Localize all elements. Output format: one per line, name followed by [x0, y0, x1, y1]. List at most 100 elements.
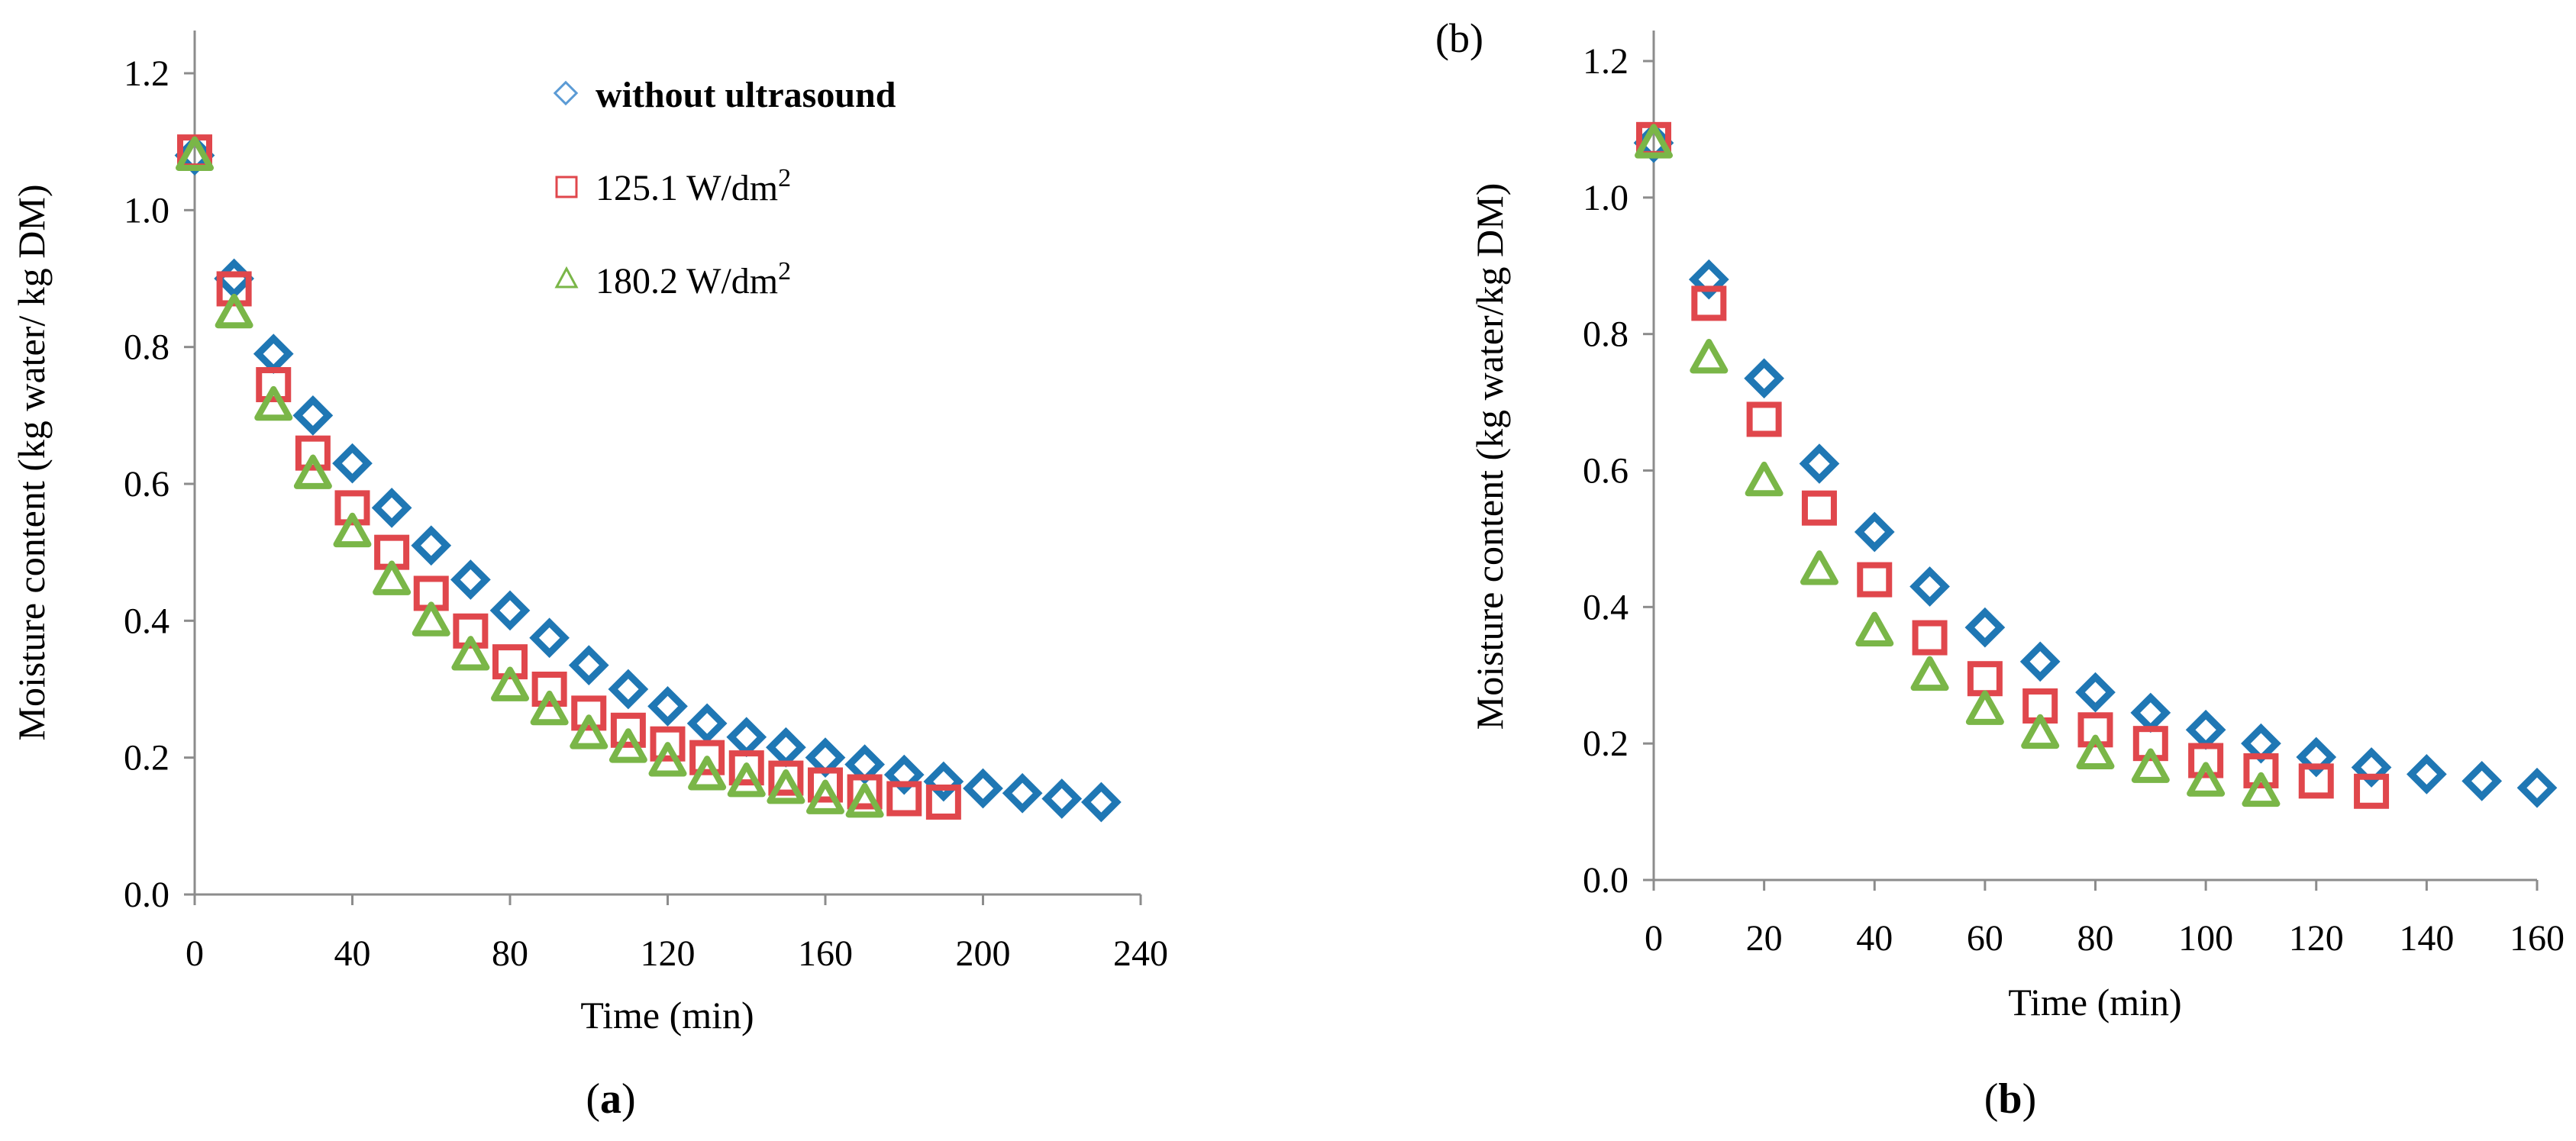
- x-tick-label: 0: [1645, 918, 1663, 959]
- y-tick-label: 0.0: [124, 875, 169, 915]
- data-point-diamond: [2185, 709, 2226, 750]
- data-point-square: [2354, 773, 2390, 809]
- data-point-diamond: [2130, 692, 2171, 733]
- legend-label: 180.2 W/dm2: [596, 257, 791, 301]
- data-point-square: [768, 760, 804, 796]
- data-point-diamond: [529, 617, 570, 659]
- data-point-triangle: [1690, 338, 1729, 374]
- data-point-diamond: [2075, 672, 2116, 713]
- data-point-square: [1967, 661, 2003, 697]
- data-point-triangle: [806, 779, 844, 814]
- data-point-diamond: [1081, 782, 1122, 823]
- panel-b-corner-label: (b): [1435, 15, 1483, 61]
- legend-item-125-1: 125.1 W/dm2: [555, 164, 791, 208]
- data-point-triangle: [2242, 772, 2281, 807]
- legend-label: without ultrasound: [596, 75, 896, 115]
- data-point-square: [2298, 763, 2334, 799]
- data-point-diamond: [883, 754, 925, 795]
- data-point-diamond: [766, 727, 806, 768]
- y-tick-label: 0.6: [1583, 451, 1629, 492]
- data-point-triangle: [767, 769, 805, 804]
- data-point-diamond: [489, 590, 531, 631]
- data-point-diamond: [726, 717, 767, 758]
- panel-a-x-axis-title: Time (min): [580, 994, 754, 1036]
- data-point-triangle: [2187, 762, 2226, 797]
- data-point-square: [886, 781, 922, 817]
- legend-square-marker: [555, 176, 578, 198]
- data-point-diamond: [923, 761, 964, 802]
- x-tick-label: 80: [492, 933, 528, 974]
- data-point-square: [571, 695, 607, 731]
- data-point-square: [650, 726, 686, 762]
- data-point-square: [295, 435, 331, 471]
- data-point-square: [689, 740, 725, 775]
- data-point-triangle: [333, 512, 372, 548]
- data-point-diamond: [1041, 778, 1083, 819]
- data-point-diamond: [253, 334, 294, 374]
- data-point-diamond: [2407, 754, 2447, 795]
- data-point-diamond: [2019, 641, 2061, 682]
- data-point-triangle: [2131, 748, 2170, 783]
- x-tick-label: 60: [1967, 918, 2003, 959]
- data-point-diamond: [332, 443, 373, 484]
- data-point-diamond: [450, 559, 491, 600]
- panel-b-y-axis-title: Moisture content (kg water/kg DM): [1468, 183, 1511, 730]
- data-point-triangle: [293, 454, 332, 489]
- data-point-triangle: [608, 728, 647, 763]
- data-point-square: [1912, 620, 1948, 656]
- data-point-diamond: [1909, 566, 1950, 607]
- y-tick-label: 1.0: [124, 190, 169, 230]
- legend-label: 125.1 W/dm2: [596, 164, 791, 208]
- data-point-square: [531, 672, 567, 707]
- y-tick-label: 0.6: [124, 464, 169, 504]
- x-tick-label: 240: [1113, 933, 1168, 974]
- y-tick-label: 0.2: [1583, 724, 1629, 764]
- data-point-square: [2077, 712, 2113, 748]
- data-point-square: [610, 712, 646, 748]
- data-point-diamond: [647, 686, 688, 727]
- legend-triangle-marker: [554, 266, 579, 288]
- y-tick-label: 1.2: [124, 53, 169, 94]
- data-point-diamond: [214, 258, 254, 299]
- y-tick-label: 0.8: [1583, 314, 1629, 355]
- data-point-diamond: [2516, 767, 2558, 808]
- data-point-triangle: [1965, 690, 2004, 725]
- panel-b: 0 20 40 60 80 100 120 140 160 0.0 0.2 0.4 0.6 0.8 1.0 1…: [1435, 15, 2565, 1123]
- panel-b-x-axis-title: Time (min): [2008, 981, 2181, 1023]
- y-tick-label: 1.2: [1583, 41, 1629, 82]
- data-point-triangle: [688, 756, 727, 791]
- data-point-triangle: [648, 742, 687, 777]
- data-point-square: [1857, 562, 1893, 598]
- data-point-triangle: [727, 762, 766, 798]
- data-point-triangle: [1635, 124, 1673, 159]
- panel-b-caption: (b): [1984, 1075, 2036, 1123]
- data-point-square: [2132, 726, 2168, 762]
- data-point-diamond: [1002, 772, 1043, 814]
- x-tick-label: 80: [2077, 918, 2114, 959]
- data-point-diamond: [568, 645, 609, 685]
- data-point-triangle: [491, 666, 529, 701]
- data-point-square: [2243, 753, 2279, 788]
- data-point-diamond: [2461, 760, 2503, 801]
- data-point-triangle: [570, 714, 608, 749]
- data-point-triangle: [1800, 550, 1838, 585]
- panel-a-caption: (a): [586, 1075, 635, 1123]
- panel-a-legend: without ultrasound 125.1 W/dm2 180.2 W/d…: [553, 75, 896, 301]
- x-tick-label: 140: [2399, 918, 2454, 959]
- data-point-diamond: [2351, 747, 2392, 788]
- data-point-triangle: [2076, 734, 2115, 769]
- legend-item-180-2: 180.2 W/dm2: [554, 257, 791, 301]
- data-point-diamond: [1964, 607, 2006, 648]
- panel-a: 0 40 80 120 160 200 240 0.0 0.2 0.4 0.6 0.8 1.0 1.2 T…: [10, 31, 1168, 1123]
- data-point-triangle: [845, 782, 884, 818]
- x-tick-label: 100: [2178, 918, 2233, 959]
- data-point-triangle: [530, 690, 569, 726]
- data-point-triangle: [451, 636, 490, 671]
- data-point-diamond: [686, 703, 728, 744]
- y-tick-label: 0.2: [124, 738, 169, 778]
- panel-a-y-axis-title: Moisture content (kg water/ kg DM): [10, 184, 53, 740]
- data-point-square: [334, 490, 370, 526]
- y-tick-label: 1.0: [1583, 178, 1629, 218]
- x-tick-label: 120: [641, 933, 696, 974]
- data-point-square: [925, 784, 961, 820]
